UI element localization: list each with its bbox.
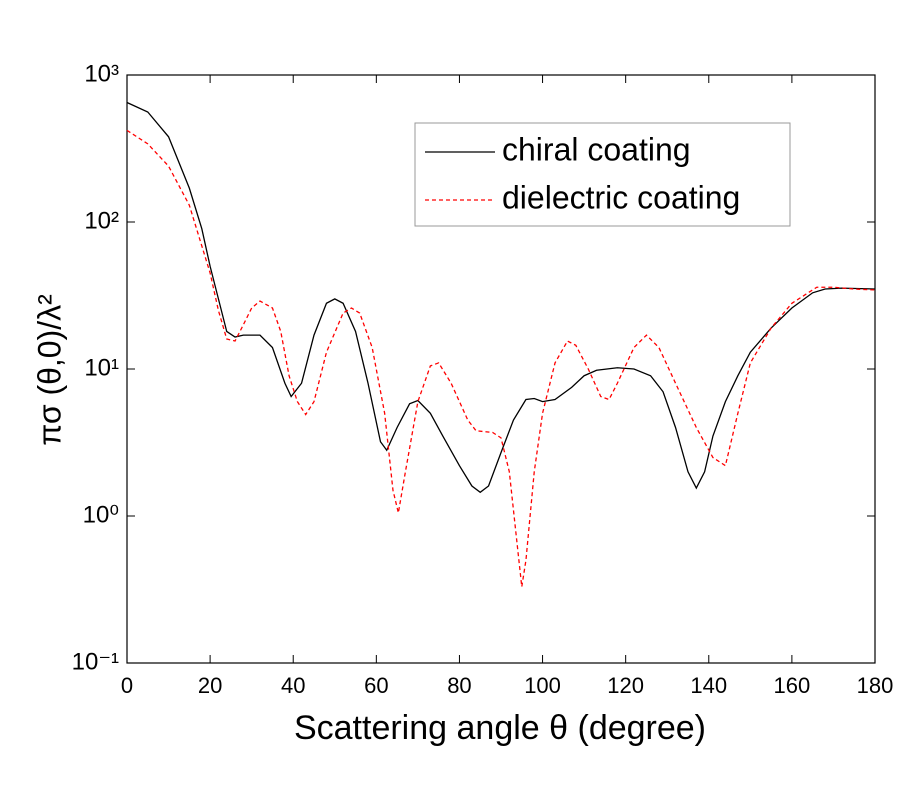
x-tick-label: 0 [121, 673, 133, 698]
legend-label: dielectric coating [502, 179, 740, 215]
legend-label: chiral coating [502, 131, 691, 167]
x-tick-label: 120 [607, 673, 644, 698]
x-tick-label: 100 [524, 673, 561, 698]
y-tick-label: 10⁻¹ [72, 648, 119, 675]
x-tick-label: 40 [281, 673, 305, 698]
x-axis-label: Scattering angle θ (degree) [294, 709, 706, 747]
series-line [126, 101, 876, 494]
series-line [126, 129, 876, 587]
x-tick-label: 160 [774, 673, 811, 698]
x-tick-label: 80 [447, 673, 471, 698]
legend-box [414, 122, 791, 227]
x-tick-label: 60 [364, 673, 388, 698]
y-tick-label: 10² [84, 207, 119, 234]
x-tick-label: 140 [690, 673, 727, 698]
y-tick-label: 10⁰ [83, 501, 119, 528]
y-axis-label: πσ (θ,0)/λ² [31, 294, 67, 446]
y-tick-label: 10³ [84, 60, 119, 87]
x-tick-label: 20 [198, 673, 222, 698]
x-tick-label: 180 [857, 673, 894, 698]
y-tick-label: 10¹ [84, 354, 119, 381]
